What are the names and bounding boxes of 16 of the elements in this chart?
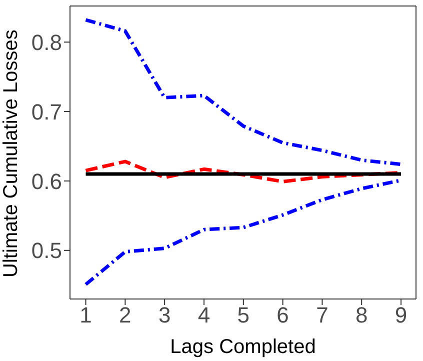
y-axis-title: Ultimate Cumulative Losses <box>0 30 22 278</box>
y-tick-label: 0.7 <box>31 99 62 124</box>
x-axis-title: Lags Completed <box>170 336 316 358</box>
x-tick-label: 6 <box>276 302 289 328</box>
x-tick-label: 1 <box>80 302 92 328</box>
y-tick-label: 0.5 <box>31 238 62 264</box>
x-tick-label: 7 <box>316 302 328 328</box>
x-tick-label: 9 <box>394 302 408 328</box>
x-tick-label: 2 <box>119 302 132 328</box>
y-tick-label: 0.6 <box>31 168 62 194</box>
y-tick-label: 0.8 <box>31 30 62 55</box>
x-tick-label: 8 <box>355 302 368 328</box>
line-series <box>84 18 403 166</box>
x-tick-label: 4 <box>198 302 210 328</box>
x-tick-label: 5 <box>237 302 250 328</box>
x-tick-label: 3 <box>158 302 171 328</box>
